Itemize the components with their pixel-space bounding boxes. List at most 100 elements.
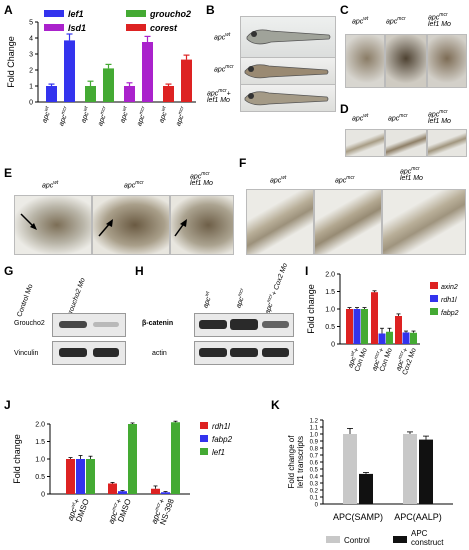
label-d-apcwt: apcwt [352,113,369,123]
chart-i-legend-swatch-0 [430,282,438,289]
panel-letter-e: E [4,166,13,180]
chart-i-ytick-label-2: 1.0 [325,307,335,314]
chart-i-bar-2-2 [410,332,417,344]
label-d-apcmcr-lef1mo: apcmcr lef1 Mo [428,109,451,126]
blot-g-col-1: Control Mo [16,283,35,318]
chart-k-ytick-label-6: 0.6 [310,461,319,467]
chart-a-xlabel-2: apcwt [78,105,92,124]
panel-letter-b: B [206,3,215,17]
chart-i-xlabel-0: apcwt+ [345,347,360,369]
chart-k-ytick-label-5: 0.5 [310,468,319,474]
chart-a-bar-1-0 [85,86,96,102]
chart-j-bar-1-0 [76,459,85,494]
chart-k-ytick-label-1: 0.1 [310,496,319,502]
blot-g-box-2 [52,341,126,365]
label-e-apcmcr-lef1mo: apcmcr lef1 Mo [190,171,213,188]
chart-a-legend-swatch-0 [44,10,64,17]
chart-a-ytick-label-0: 0 [29,100,33,107]
chart-i-ytick-label-3: 1.5 [325,289,335,296]
tail-image-f1 [246,189,314,255]
blot-h-row-2: actin [152,350,167,357]
chart-a-bar-0-1 [64,40,75,102]
chart-k-legend-label-1: APC construct [411,529,444,547]
chart-i-xlabel-1: apcmcr+ [369,347,386,372]
chart-k-ytick-label-10: 1.0 [310,433,319,439]
chart-a-legend-label-0: lef1 [68,9,84,19]
chart-k-ytick-label-2: 0.2 [310,489,319,495]
tail-image-f2 [314,189,382,255]
chart-k-ytick-label-7: 0.7 [310,454,319,460]
label-b-apcmcr: apcmcr [214,64,234,74]
chart-a-legend-swatch-3 [126,24,146,31]
chart-a-xlabel-3: apcmcr [95,105,110,127]
chart-j-ytick-label-3: 1.5 [35,439,45,446]
chart-i-bar-1-0 [353,309,361,344]
chart-k-bar-1-0 [359,473,373,504]
blot-g-col-2: groucho2 Mo [66,277,87,318]
chart-a-bar-1-1 [103,68,114,102]
chart-i-ytick-label-0: 0 [331,342,335,349]
chart-j-xlabel-0: apcwt+ [66,497,82,522]
chart-j-ylabel: Fold change [12,434,22,484]
chart-k-ytick-label-12: 1.2 [310,419,319,425]
chart-j-xlabel-1: apcmcr+ [107,497,124,525]
chart-i-legend-label-2: fabp2 [441,310,459,317]
chart-k-bar-0-1 [403,434,417,504]
label-d-apcmcr: apcmcr [388,113,408,123]
head-image-c3 [427,34,467,88]
blot-g-row-1: Groucho2 [14,320,45,327]
chart-j-ytick-label-0: 0 [41,492,45,499]
chart-i-bar-1-2 [402,332,410,344]
label-e-apcwt: apcwt [42,180,59,190]
chart-a-xlabel-1: apcmcr [56,105,71,127]
panel-letter-a: A [4,3,13,17]
chart-j-bar-0-2 [151,488,160,494]
chart-i-bar-2-1 [386,331,393,344]
chart-k-xlabel-0: APC(SAMP) [333,512,383,522]
chart-j-ytick-label-4: 2.0 [35,422,45,429]
chart-i-xlabel-2: apcmcr+ [393,347,410,372]
chart-j-bar-0-0 [66,459,75,494]
chart-i-legend-label-0: axin2 [441,284,458,291]
label-c-apcmcr-lef1mo: apcmcr lef1 Mo [428,12,451,29]
chart-j-legend-label-2: lef1 [212,448,225,457]
chart-a-ytick-label-1: 1 [29,84,33,91]
embryo-image-e3 [170,195,234,255]
tail-image-d3 [427,129,467,157]
label-b-apcwt: apcwt [214,32,231,42]
tail-image-f3 [382,189,466,255]
chart-a-ytick-label-4: 4 [29,36,33,43]
blot-h-row-1: β-catenin [142,320,174,327]
chart-k-bar-0-0 [343,434,357,504]
panel-letter-k: K [271,398,280,412]
chart-j-ytick-label-2: 1.0 [35,457,45,464]
chart-k-legend-swatch-1 [393,536,407,543]
panel-letter-i: I [305,264,309,278]
chart-j-bar-2-1 [128,424,137,494]
label-b-apcmcr-lef1mo: apcmcr+ lef1 Mo [207,88,231,105]
chart-j-bar-1-2 [161,492,170,494]
chart-j-legend-swatch-0 [200,422,208,429]
chart-j-ytick-label-1: 0.5 [35,474,45,481]
chart-j-bar-2-0 [86,459,95,494]
chart-i-bar-0-2 [395,316,402,344]
chart-a-xlabel-5: apcmcr [134,105,149,127]
embryo-image-e2 [92,195,170,255]
label-f-apcmcr-lef1mo: apcmcr lef1 Mo [400,166,423,183]
panel-letter-f: F [239,156,247,170]
chart-k-bar-1-1 [419,439,433,504]
chart-a-legend-swatch-2 [44,24,64,31]
chart-a-legend-label-2: lsd1 [68,23,86,33]
chart-a-legend-label-3: corest [150,23,178,33]
chart-i-legend-swatch-1 [430,295,438,302]
embryo-image-e1 [14,195,92,255]
chart-k-ytick-label-0: 0 [315,503,319,509]
label-f-apcmcr: apcmcr [335,175,355,185]
label-e-apcmcr: apcmcr [124,180,144,190]
chart-k-legend-label-0: Control [344,536,370,545]
chart-i-bar-0-0 [346,309,353,344]
chart-k-legend-swatch-0 [326,536,340,543]
embryo-image-b1 [240,16,336,58]
embryo-image-b3 [240,84,336,112]
